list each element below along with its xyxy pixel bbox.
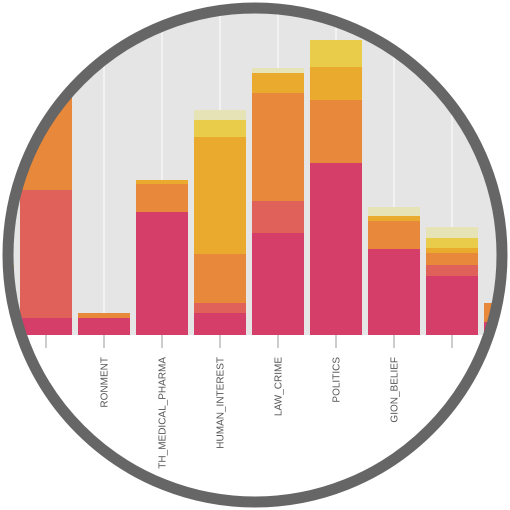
bar-segment — [426, 253, 478, 265]
bar-segment — [252, 73, 304, 93]
x-tick-label: HUMAN_INTEREST — [216, 357, 227, 449]
bar-segment — [194, 110, 246, 120]
bar-segment — [252, 68, 304, 73]
bar-segment — [368, 221, 420, 249]
bar-segment — [78, 313, 130, 318]
bar-segment — [136, 184, 188, 212]
x-tick-label: RONMENT — [100, 357, 111, 408]
bar-segment — [252, 93, 304, 201]
bar-segment — [368, 249, 420, 335]
bar-segment — [78, 318, 130, 335]
bar-segment — [426, 265, 478, 276]
x-tick-label: GION_BELIEF — [390, 357, 401, 423]
bar-segment — [368, 207, 420, 216]
bar-segment — [20, 190, 72, 318]
bar-segment — [194, 313, 246, 335]
x-tick-label: LAW_CRIME — [274, 357, 285, 416]
bar-segment — [426, 227, 478, 238]
bar-segment — [194, 120, 246, 137]
bar-segment — [426, 276, 478, 335]
bar-segment — [426, 238, 478, 248]
bar-segment — [426, 248, 478, 253]
bar-segment — [194, 303, 246, 313]
bar-segment — [20, 318, 72, 335]
x-tick-label: TH_MEDICAL_PHARMA — [158, 357, 169, 469]
x-tick-label: POLITICS — [332, 357, 343, 403]
plot: RONMENT TH_MEDICAL_PHARMA HUMAN_INTEREST LA… — [10, 10, 500, 469]
bar-segment — [368, 216, 420, 221]
bar-segment — [136, 180, 188, 184]
bar-segment — [310, 163, 362, 335]
bar-segment — [194, 254, 246, 303]
bar-segment — [136, 212, 188, 335]
bar-segment — [310, 67, 362, 100]
bar-segment — [252, 233, 304, 335]
bar-segment — [310, 40, 362, 67]
bar-segment — [252, 201, 304, 233]
bar-segment — [194, 137, 246, 254]
bar-segment — [310, 100, 362, 163]
